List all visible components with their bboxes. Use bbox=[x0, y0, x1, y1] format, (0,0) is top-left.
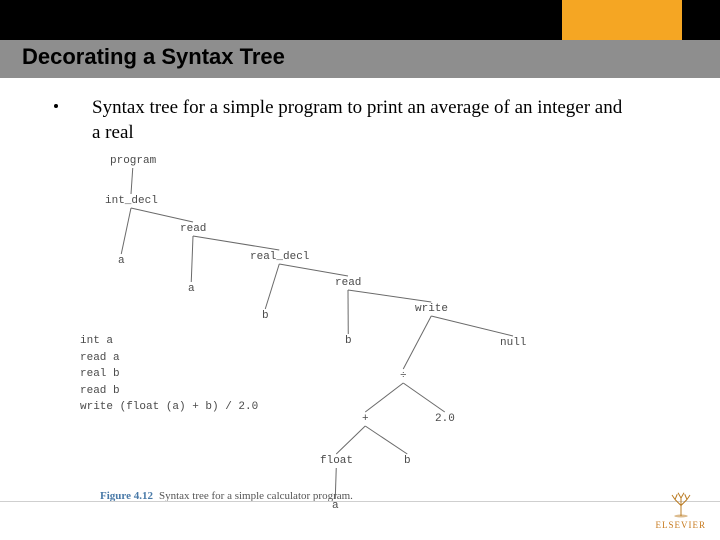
tree-node-read2: read bbox=[335, 277, 361, 289]
publisher-name: ELSEVIER bbox=[656, 520, 707, 530]
tree-node-null: null bbox=[500, 337, 526, 349]
tree-node-two: 2.0 bbox=[435, 413, 455, 425]
tree-node-plus: + bbox=[362, 413, 369, 425]
code-line: real b bbox=[80, 366, 258, 383]
tree-node-b2: b bbox=[345, 335, 352, 347]
syntax-tree-diagram: program int_decla read a real_declb read b writ… bbox=[80, 155, 660, 505]
tree-node-b1: b bbox=[262, 310, 269, 322]
tree-node-float: float bbox=[320, 455, 353, 467]
tree-node-a1: a bbox=[118, 255, 125, 267]
tree-node-int_decl: int_decl bbox=[105, 195, 158, 207]
footer-divider bbox=[0, 501, 720, 502]
code-line: write (float (a) + b) / 2.0 bbox=[80, 399, 258, 416]
code-listing: int aread areal bread bwrite (float (a) … bbox=[80, 333, 258, 416]
bullet-dot bbox=[54, 104, 58, 108]
tree-node-program: program bbox=[110, 155, 156, 167]
code-line: read a bbox=[80, 350, 258, 367]
tree-node-a2: a bbox=[188, 283, 195, 295]
bullet-text: Syntax tree for a simple program to prin… bbox=[92, 97, 622, 143]
tree-node-real_decl: real_decl bbox=[250, 251, 309, 263]
tree-node-read1: read bbox=[180, 223, 206, 235]
slide-title: Decorating a Syntax Tree bbox=[22, 44, 285, 70]
code-line: int a bbox=[80, 333, 258, 350]
tree-node-write: write bbox=[415, 303, 448, 315]
tree-node-b3: b bbox=[404, 455, 411, 467]
tree-edges bbox=[80, 155, 660, 505]
tree-node-div: ÷ bbox=[400, 370, 407, 382]
tree-icon bbox=[666, 489, 696, 519]
accent-box bbox=[562, 0, 682, 40]
code-line: read b bbox=[80, 383, 258, 400]
publisher-logo: ELSEVIER bbox=[656, 489, 707, 530]
bullet-item: Syntax tree for a simple program to prin… bbox=[70, 96, 630, 145]
